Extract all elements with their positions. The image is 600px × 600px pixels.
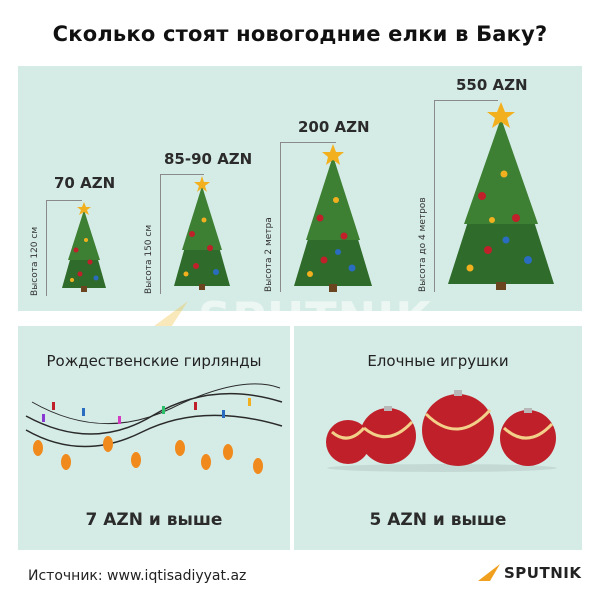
sputnik-logo: SPUTNIK bbox=[478, 564, 581, 582]
tree-3-price: 200 AZN bbox=[298, 118, 370, 136]
sputnik-logo-text: SPUTNIK bbox=[504, 564, 582, 582]
garlands-panel: Рождественские гирлянды 7 AZN и выше bbox=[18, 326, 290, 550]
toys-title: Елочные игрушки bbox=[367, 352, 509, 370]
tree-3-height-bracket bbox=[280, 142, 336, 292]
tree-2-height-bracket bbox=[160, 174, 204, 294]
garlands-title: Рождественские гирлянды bbox=[46, 352, 262, 370]
sputnik-logo-icon bbox=[478, 564, 500, 581]
tree-1-height-bracket bbox=[46, 200, 82, 296]
tree-1-height-label: Высота 120 см bbox=[30, 226, 40, 296]
tree-1-price: 70 AZN bbox=[54, 174, 116, 192]
tree-2-image bbox=[174, 176, 230, 290]
tree-4-height-label: Высота до 4 метров bbox=[418, 197, 428, 292]
tree-4-height-bracket bbox=[434, 100, 498, 292]
tree-3-height-label: Высота 2 метра bbox=[264, 217, 274, 292]
tree-4-price: 550 AZN bbox=[456, 76, 528, 94]
tree-4-image bbox=[448, 102, 554, 290]
trees-panel: 70 AZN Высота 120 см 85-90 AZN Высота 15… bbox=[18, 66, 582, 311]
footer-source: Источник: www.iqtisadiyyat.az bbox=[28, 568, 247, 584]
page-title: Сколько стоят новогодние елки в Баку? bbox=[52, 22, 548, 46]
toys-panel: Елочные игрушки 5 AZN и выше bbox=[294, 326, 582, 550]
tree-2-price: 85-90 AZN bbox=[164, 150, 253, 168]
toys-price: 5 AZN и выше bbox=[369, 510, 507, 530]
tree-2-height-label: Высота 150 см bbox=[144, 224, 154, 294]
ornaments-image bbox=[326, 390, 557, 472]
garland-image bbox=[25, 383, 283, 474]
tree-1-image bbox=[62, 202, 106, 292]
garlands-price: 7 AZN и выше bbox=[85, 510, 223, 530]
tree-3-image bbox=[294, 144, 372, 292]
